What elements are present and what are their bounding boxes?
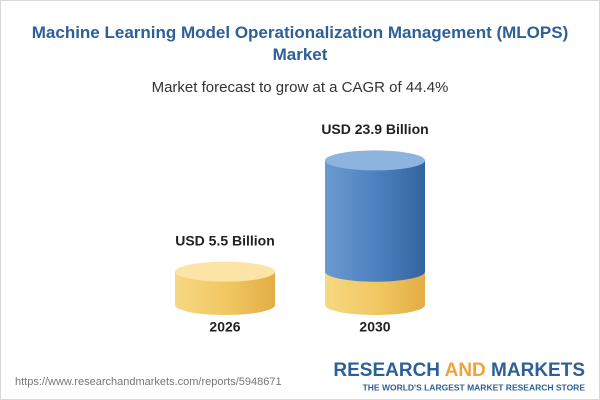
brand-part: MARKETS (491, 360, 585, 381)
chart-subtitle: Market forecast to grow at a CAGR of 44.… (152, 79, 449, 96)
brand-part: RESEARCH (333, 360, 440, 381)
value-label: USD 23.9 Billion (321, 121, 428, 137)
value-label: USD 5.5 Billion (175, 232, 275, 248)
cylinder-top (175, 261, 275, 282)
brand-part: AND (445, 360, 486, 381)
cylinder-body (325, 160, 425, 272)
category-label: 2026 (209, 319, 240, 335)
source-url: https://www.researchandmarkets.com/repor… (15, 376, 282, 388)
brand-name: RESEARCH AND MARKETS (333, 360, 585, 381)
category-label: 2030 (359, 319, 390, 335)
cylinder-top (325, 150, 425, 171)
chart-title: Machine Learning Model Operationalizatio… (31, 23, 569, 64)
brand-tagline: THE WORLD'S LARGEST MARKET RESEARCH STOR… (363, 382, 586, 392)
